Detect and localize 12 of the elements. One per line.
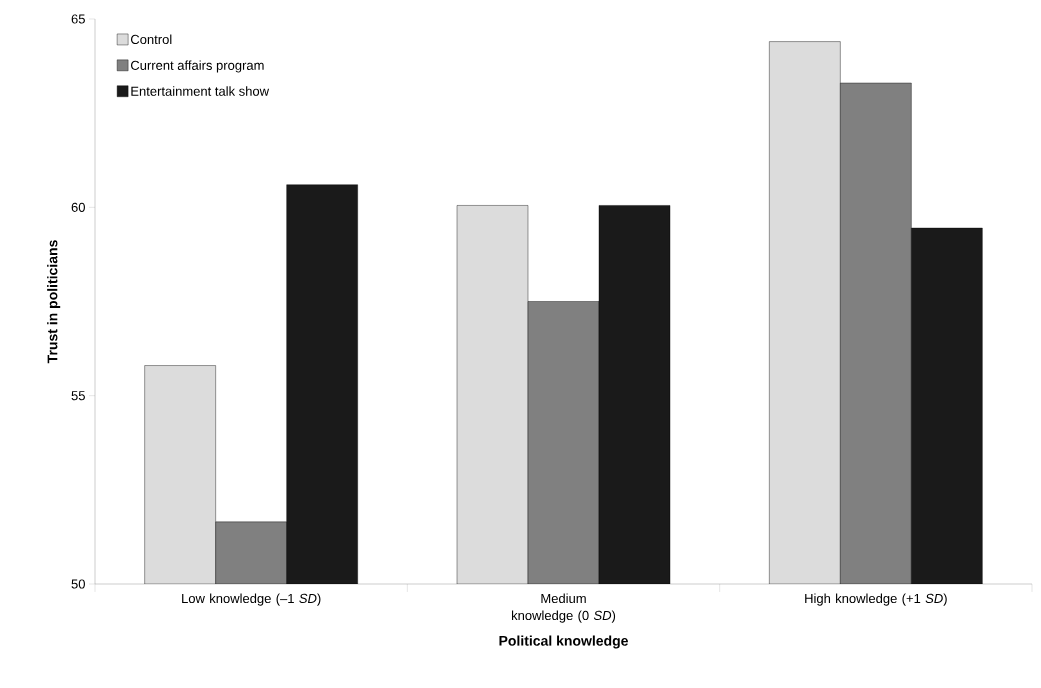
y-tick-label: 50 — [71, 579, 85, 589]
legend-label: Control — [130, 34, 172, 45]
legend-label: Current affairs program — [130, 60, 264, 73]
legend-label: Entertainment talk show — [131, 86, 270, 96]
x-tick-label: High knowledge (+1 SD) — [805, 593, 947, 606]
y-axis-title: Trust in politicians — [47, 240, 61, 364]
y-tick-label: 55 — [71, 391, 85, 401]
x-axis-title: Political knowledge — [499, 635, 628, 649]
y-tick-label: 60 — [71, 202, 85, 212]
x-tick-label: Medium knowledge (0 SD) — [511, 593, 616, 623]
y-tick-label: 65 — [71, 14, 85, 24]
x-tick-label: Low knowledge (–1 SD) — [182, 593, 321, 606]
